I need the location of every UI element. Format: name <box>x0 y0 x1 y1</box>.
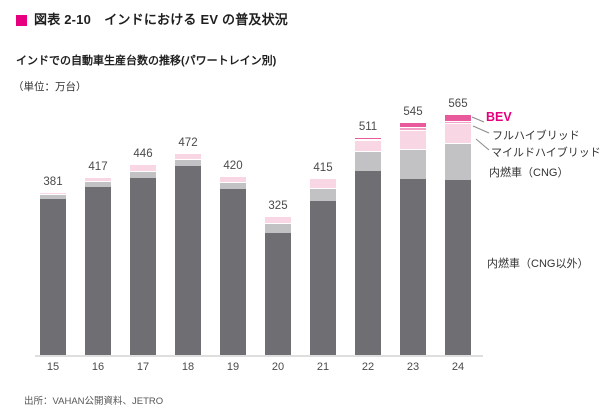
stacked-bar-16 <box>85 177 111 355</box>
x-axis-tick-label: 17 <box>136 361 150 373</box>
bar-segment-ice_cng <box>130 171 156 178</box>
x-axis-tick-label: 22 <box>361 361 375 373</box>
bar-segment-ice_cng <box>355 151 381 172</box>
bar-segment-full_hybrid <box>400 128 426 132</box>
bar-segment-ice_cng <box>265 223 291 233</box>
stacked-bar-20 <box>265 216 291 355</box>
bar-segment-mild_hybrid <box>175 154 201 161</box>
bar-segment-mild_hybrid <box>130 165 156 172</box>
legend-label-mild-hybrid: マイルドハイブリッド <box>491 147 601 159</box>
x-axis-tick-label: 15 <box>46 361 60 373</box>
bar-segment-mild_hybrid <box>445 124 471 145</box>
unit-note: （単位：万台） <box>13 81 87 93</box>
stacked-bar-17 <box>130 165 156 355</box>
stacked-bar-15 <box>40 193 66 355</box>
stacked-bar-21 <box>310 178 336 355</box>
bar-segment-ice_cng <box>220 183 246 189</box>
stacked-bar-22 <box>355 137 381 355</box>
bar-value-label: 565 <box>448 97 468 110</box>
legend-label-ice-non-cng: 内燃車（CNG以外） <box>487 258 589 270</box>
bar-value-label: 472 <box>178 137 198 150</box>
x-axis-tick-label: 18 <box>181 361 195 373</box>
bar-segment-ice_non_cng <box>130 177 156 355</box>
legend-label-full-hybrid: フルハイブリッド <box>492 130 580 142</box>
bar-segment-ice_non_cng <box>355 171 381 355</box>
bar-segment-full_hybrid <box>355 139 381 141</box>
bar-segment-ice_cng <box>40 195 66 199</box>
stacked-bar-23 <box>400 123 426 355</box>
bar-segment-ice_cng <box>445 144 471 181</box>
x-axis-tick-label: 24 <box>451 361 465 373</box>
x-axis-line <box>35 355 483 357</box>
bar-segment-mild_hybrid <box>85 177 111 182</box>
bar-segment-mild_hybrid <box>310 178 336 189</box>
title-marker-square <box>16 15 27 26</box>
leader-line-bev <box>471 116 485 123</box>
leader-line-full-hybrid <box>472 125 490 134</box>
x-axis-tick-label: 19 <box>226 361 240 373</box>
bar-segment-ice_non_cng <box>445 180 471 355</box>
stacked-bar-18 <box>175 154 201 355</box>
bar-value-label: 417 <box>88 160 108 173</box>
bar-segment-ice_cng <box>310 188 336 201</box>
bar-value-label: 511 <box>358 120 378 133</box>
bar-segment-ice_non_cng <box>400 179 426 355</box>
source-note: 出所：VAHAN公開資料、JETRO <box>24 396 164 407</box>
bar-segment-bev <box>355 137 381 140</box>
x-axis-tick-label: 23 <box>406 361 420 373</box>
bar-segment-ice_non_cng <box>40 199 66 355</box>
bar-value-label: 325 <box>268 199 288 212</box>
x-axis-tick-label: 20 <box>271 361 285 373</box>
bar-segment-ice_cng <box>85 181 111 187</box>
bar-value-label: 381 <box>43 176 63 189</box>
chart-subtitle: インドでの自動車生産台数の推移(パワートレイン別) <box>16 55 277 67</box>
bar-segment-mild_hybrid <box>40 193 66 196</box>
bar-segment-mild_hybrid <box>265 216 291 224</box>
bar-segment-mild_hybrid <box>220 176 246 184</box>
bar-segment-ice_non_cng <box>220 188 246 355</box>
bar-value-label: 446 <box>133 148 153 161</box>
bar-segment-ice_non_cng <box>310 200 336 355</box>
legend-label-bev: BEV <box>486 110 512 124</box>
x-axis-tick-label: 16 <box>91 361 105 373</box>
bar-segment-mild_hybrid <box>355 140 381 152</box>
bar-segment-ice_cng <box>400 149 426 180</box>
bar-segment-bev <box>400 123 426 129</box>
stacked-bar-24 <box>445 114 471 355</box>
bar-segment-ice_non_cng <box>175 165 201 355</box>
bar-segment-ice_cng <box>175 160 201 166</box>
stacked-bar-19 <box>220 176 246 356</box>
bar-value-label: 545 <box>403 106 423 119</box>
bar-segment-ice_non_cng <box>265 232 291 355</box>
x-axis-tick-label: 21 <box>316 361 330 373</box>
bar-value-label: 420 <box>223 159 243 172</box>
leader-line-mild-hybrid <box>475 138 490 151</box>
bar-segment-full_hybrid <box>445 121 471 125</box>
bar-segment-mild_hybrid <box>400 131 426 150</box>
bar-segment-ice_non_cng <box>85 186 111 355</box>
bar-value-label: 415 <box>313 161 333 174</box>
bar-segment-bev <box>445 114 471 122</box>
figure-title: 図表 2-10 インドにおける EV の普及状況 <box>34 12 288 27</box>
legend-label-ice-cng: 内燃車（CNG） <box>489 167 569 179</box>
